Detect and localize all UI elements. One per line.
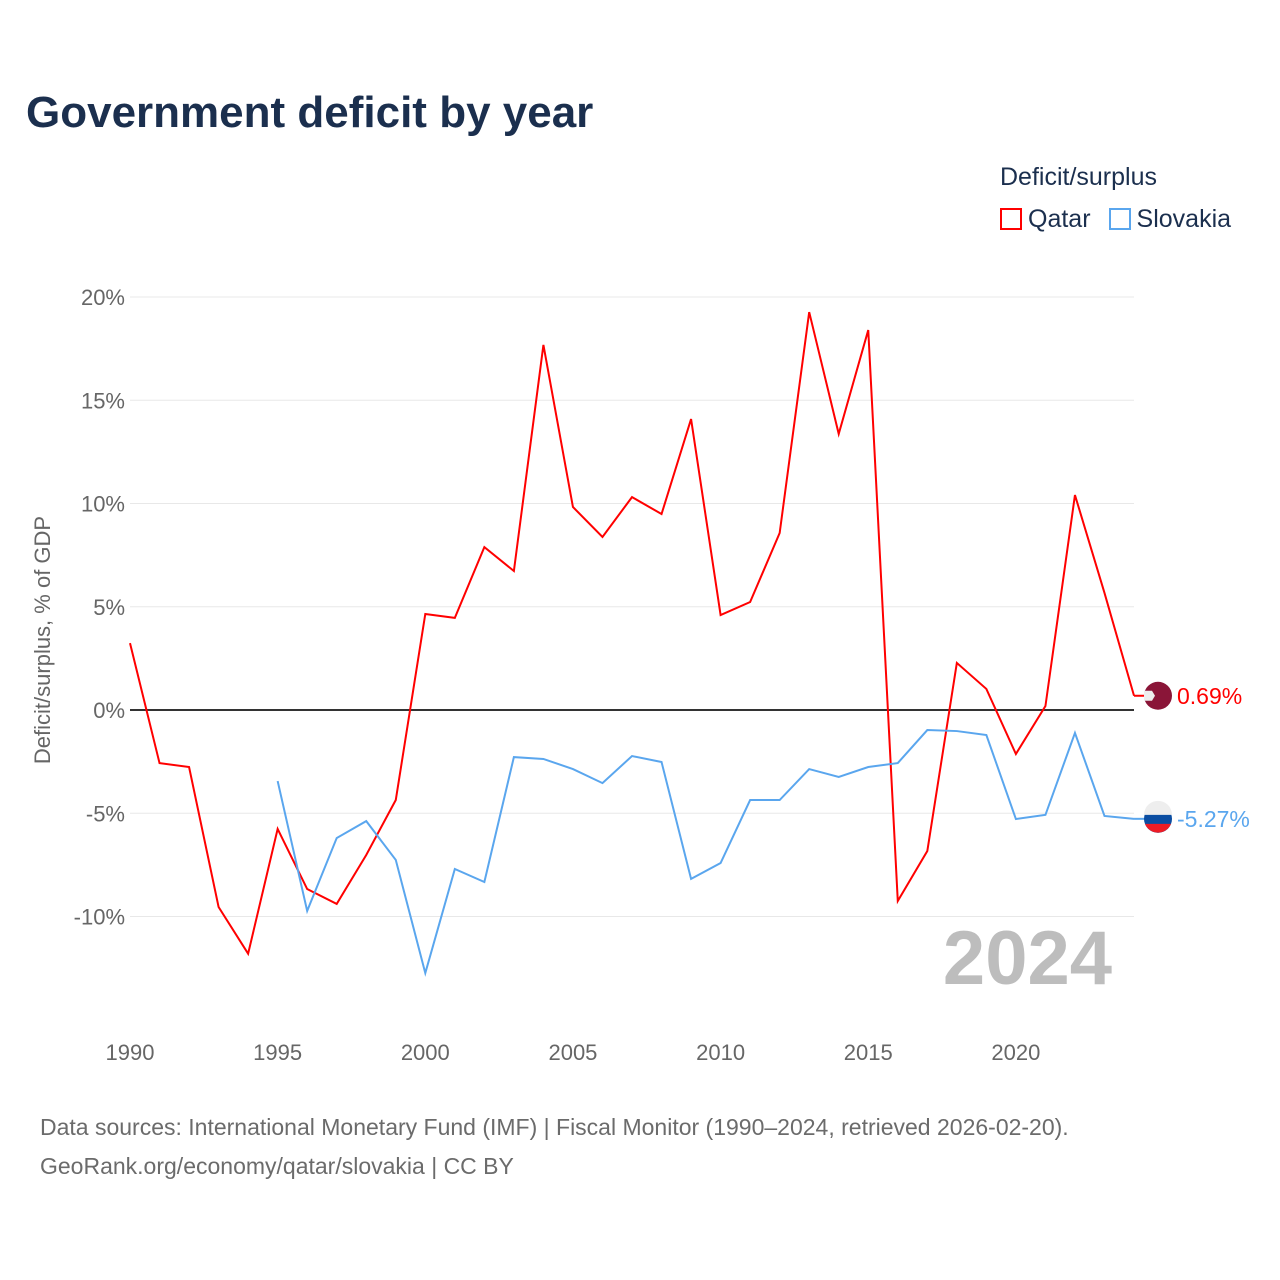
y-tick-label: 15% [81,388,125,413]
source-text: Data sources: International Monetary Fun… [40,1114,1069,1140]
legend-item-slovakia[interactable]: Slovakia [1108,205,1232,234]
qatar-flag-icon [1144,681,1172,710]
y-tick-label: 10% [81,492,125,517]
end-value-label: -5.27% [1177,806,1250,832]
y-axis-label: Deficit/surplus, % of GDP [30,516,55,764]
x-tick-label: 1990 [106,1040,155,1065]
chart-title: Government deficit by year [26,88,594,137]
x-tick-label: 2020 [991,1040,1040,1065]
year-watermark: 2024 [943,916,1112,1001]
x-tick-label: 2005 [548,1040,597,1065]
legend-label: Slovakia [1136,205,1232,233]
legend-swatch [1000,208,1022,230]
end-value-label: 0.69% [1177,683,1242,709]
legend-label: Qatar [1028,205,1091,233]
x-tick-label: 2015 [844,1040,893,1065]
slovakia-flag-red [1145,823,1171,833]
footer: Data sources: International Monetary Fun… [40,1108,1069,1186]
x-tick-label: 2000 [401,1040,450,1065]
series-line-qatar [129,311,1135,957]
legend-title: Deficit/surplus [1000,163,1157,191]
y-tick-label: -10% [74,905,125,930]
y-tick-label: 5% [93,595,125,620]
x-tick-label: 2010 [696,1040,745,1065]
slovakia-flag-white [1144,800,1172,815]
attribution-text: GeoRank.org/economy/qatar/slovakia | CC … [40,1153,514,1179]
y-tick-label: -5% [86,801,125,826]
legend-swatch [1108,208,1131,230]
legend: Qatar Slovakia [1000,205,1231,234]
series-line-slovakia [276,729,1135,977]
y-tick-label: 0% [93,698,125,723]
y-tick-label: 20% [81,285,125,310]
qatar-flag-stripe [1144,690,1155,701]
x-tick-label: 1995 [253,1040,302,1065]
legend-item-qatar[interactable]: Qatar [1000,205,1091,234]
